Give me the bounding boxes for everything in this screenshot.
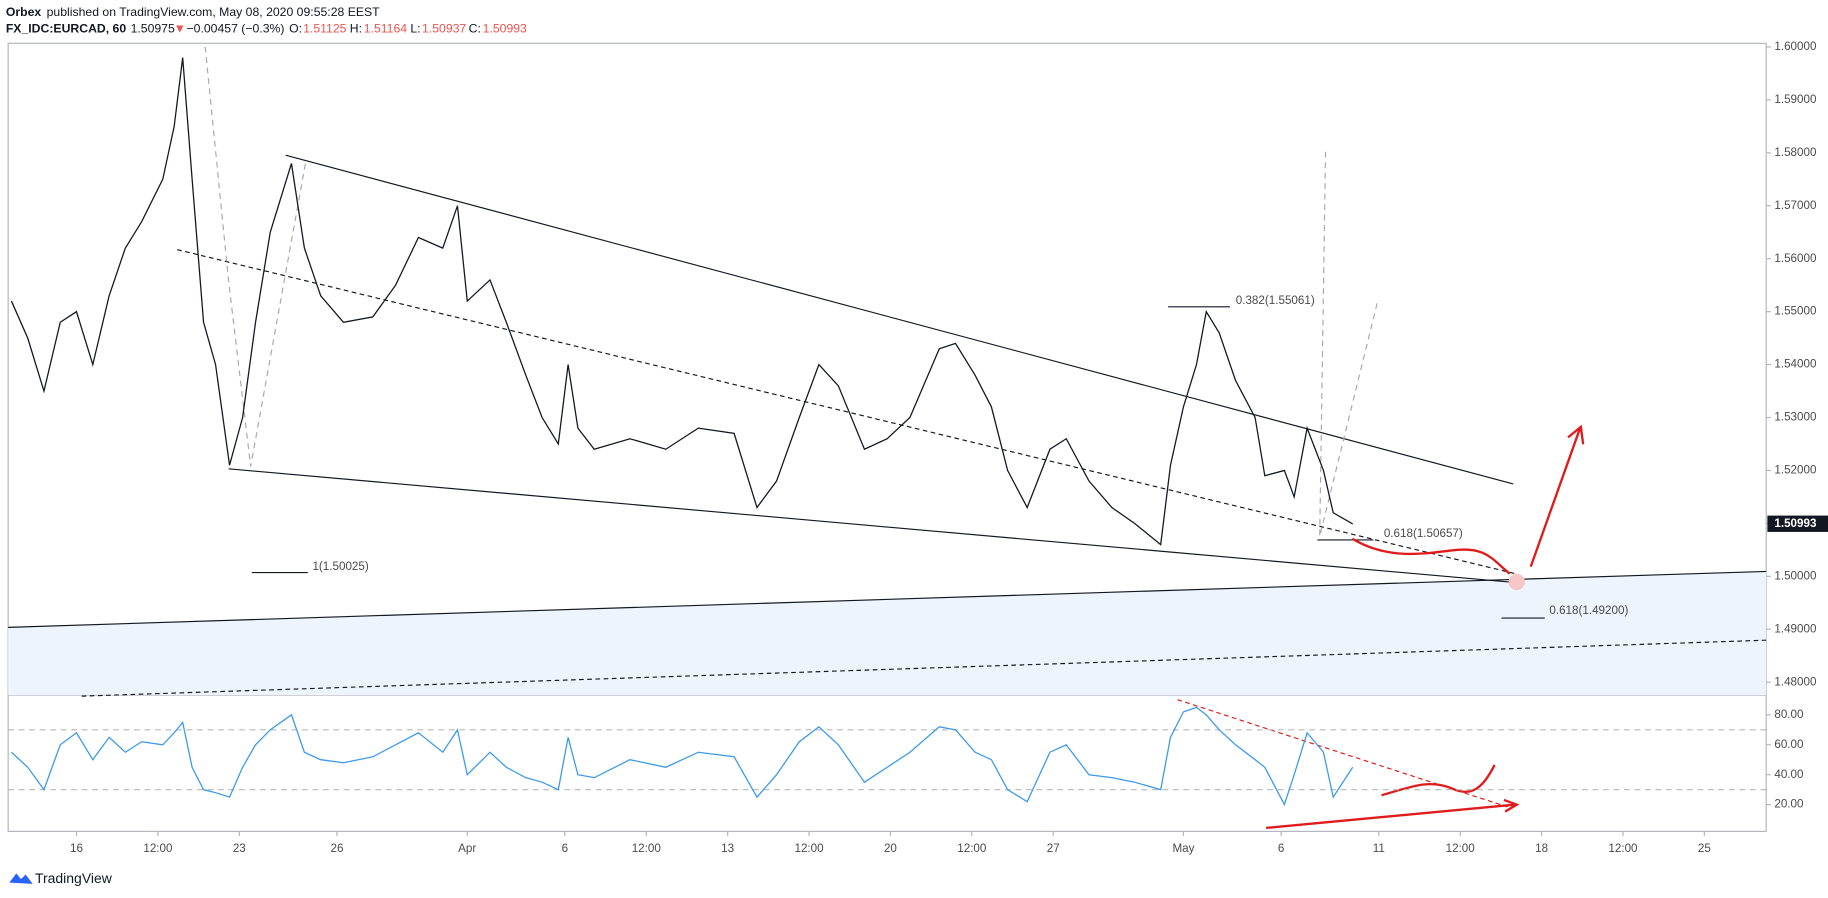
x-tick-label: 11 (1373, 842, 1385, 855)
last: 1.50975 (131, 22, 175, 36)
y-tick-label: 80.00 (1774, 708, 1804, 721)
h-label: H: (350, 22, 362, 36)
last-price-tag (1767, 515, 1828, 532)
y-tick-label: 1.54000 (1774, 358, 1817, 371)
published-note: published on TradingView.com, May 08, 20… (47, 5, 381, 19)
channel-shade (8, 571, 1767, 695)
target-dot (1508, 573, 1525, 591)
last-price-label: 1.50993 (1774, 517, 1817, 530)
logo (9, 873, 33, 884)
change: −0.00457 (−0.3%) (187, 22, 285, 36)
marks: 1.480001.490001.500001.510001.520001.530… (8, 40, 1828, 855)
x-tick-label: 26 (331, 842, 344, 855)
plot-frame (7, 42, 1767, 832)
wedge-mid (177, 249, 1516, 575)
annotation: 0.382(1.55061) (1236, 294, 1315, 307)
series-line (10, 706, 1354, 807)
annotation: 1(1.50025) (312, 560, 368, 573)
x-tick-label: 6 (562, 842, 568, 855)
publisher: Orbex (6, 5, 42, 19)
l-value: 1.50937 (422, 22, 466, 36)
x-tick-label: 20 (884, 842, 897, 855)
y-tick-label: 1.48000 (1774, 675, 1817, 688)
x-tick-label: 16 (70, 842, 83, 855)
x-tick-label: 12:00 (794, 842, 824, 855)
o-label: O: (289, 22, 302, 36)
y-tick-label: 1.60000 (1774, 40, 1817, 53)
y-tick-label: 1.56000 (1774, 252, 1817, 265)
y-tick-label: 1.59000 (1774, 93, 1817, 106)
rsi-forecast (1381, 764, 1496, 797)
y-tick-label: 40.00 (1774, 768, 1804, 781)
l-label: L: (410, 22, 420, 36)
h-value: 1.51164 (364, 22, 408, 36)
y-tick-label: 1.52000 (1774, 464, 1817, 477)
x-tick-label: 12:00 (1608, 842, 1638, 855)
annotation: 0.618(1.49200) (1549, 604, 1628, 617)
brand: TradingView (35, 870, 113, 886)
x-tick-label: 25 (1698, 842, 1711, 855)
x-tick-label: 13 (721, 842, 734, 855)
x-tick-label: 6 (1278, 842, 1284, 855)
projection-2 (1319, 151, 1379, 537)
change-arrow: ▼ (174, 22, 186, 36)
rsi-arrow (1265, 798, 1520, 830)
x-tick-label: May (1172, 842, 1194, 855)
projection-1 (204, 46, 307, 467)
x-tick-label: 23 (233, 842, 246, 855)
x-tick-label: 12:00 (632, 842, 662, 855)
wedge-bottom (228, 468, 1522, 584)
forecast-path (1351, 537, 1511, 575)
annotation: 0.618(1.50657) (1384, 527, 1463, 540)
y-tick-label: 1.57000 (1774, 199, 1817, 212)
c-label: C: (469, 22, 481, 36)
y-tick-label: 1.53000 (1774, 411, 1817, 424)
x-tick-label: 12:00 (957, 842, 987, 855)
x-tick-label: Apr (458, 842, 476, 855)
forecast-arrow (1529, 424, 1585, 568)
x-tick-label: 12:00 (143, 842, 173, 855)
y-tick-label: 1.55000 (1774, 305, 1817, 318)
o-value: 1.51125 (303, 22, 347, 36)
x-tick-label: 18 (1535, 842, 1548, 855)
y-tick-label: 1.50000 (1774, 569, 1817, 582)
wedge-top (285, 154, 1514, 485)
channel-bottom (81, 639, 1767, 697)
x-tick-label: 12:00 (1446, 842, 1476, 855)
y-tick-label: 1.49000 (1774, 622, 1817, 635)
y-tick-label: 60.00 (1774, 738, 1804, 751)
c-value: 1.50993 (483, 22, 527, 36)
symbol: FX_IDC:EURCAD, 60 (6, 22, 127, 36)
x-tick-label: 27 (1047, 842, 1060, 855)
y-tick-label: 20.00 (1774, 798, 1804, 811)
series-line (10, 57, 1354, 546)
channel-top (8, 570, 1767, 628)
y-tick-label: 1.58000 (1774, 146, 1817, 159)
